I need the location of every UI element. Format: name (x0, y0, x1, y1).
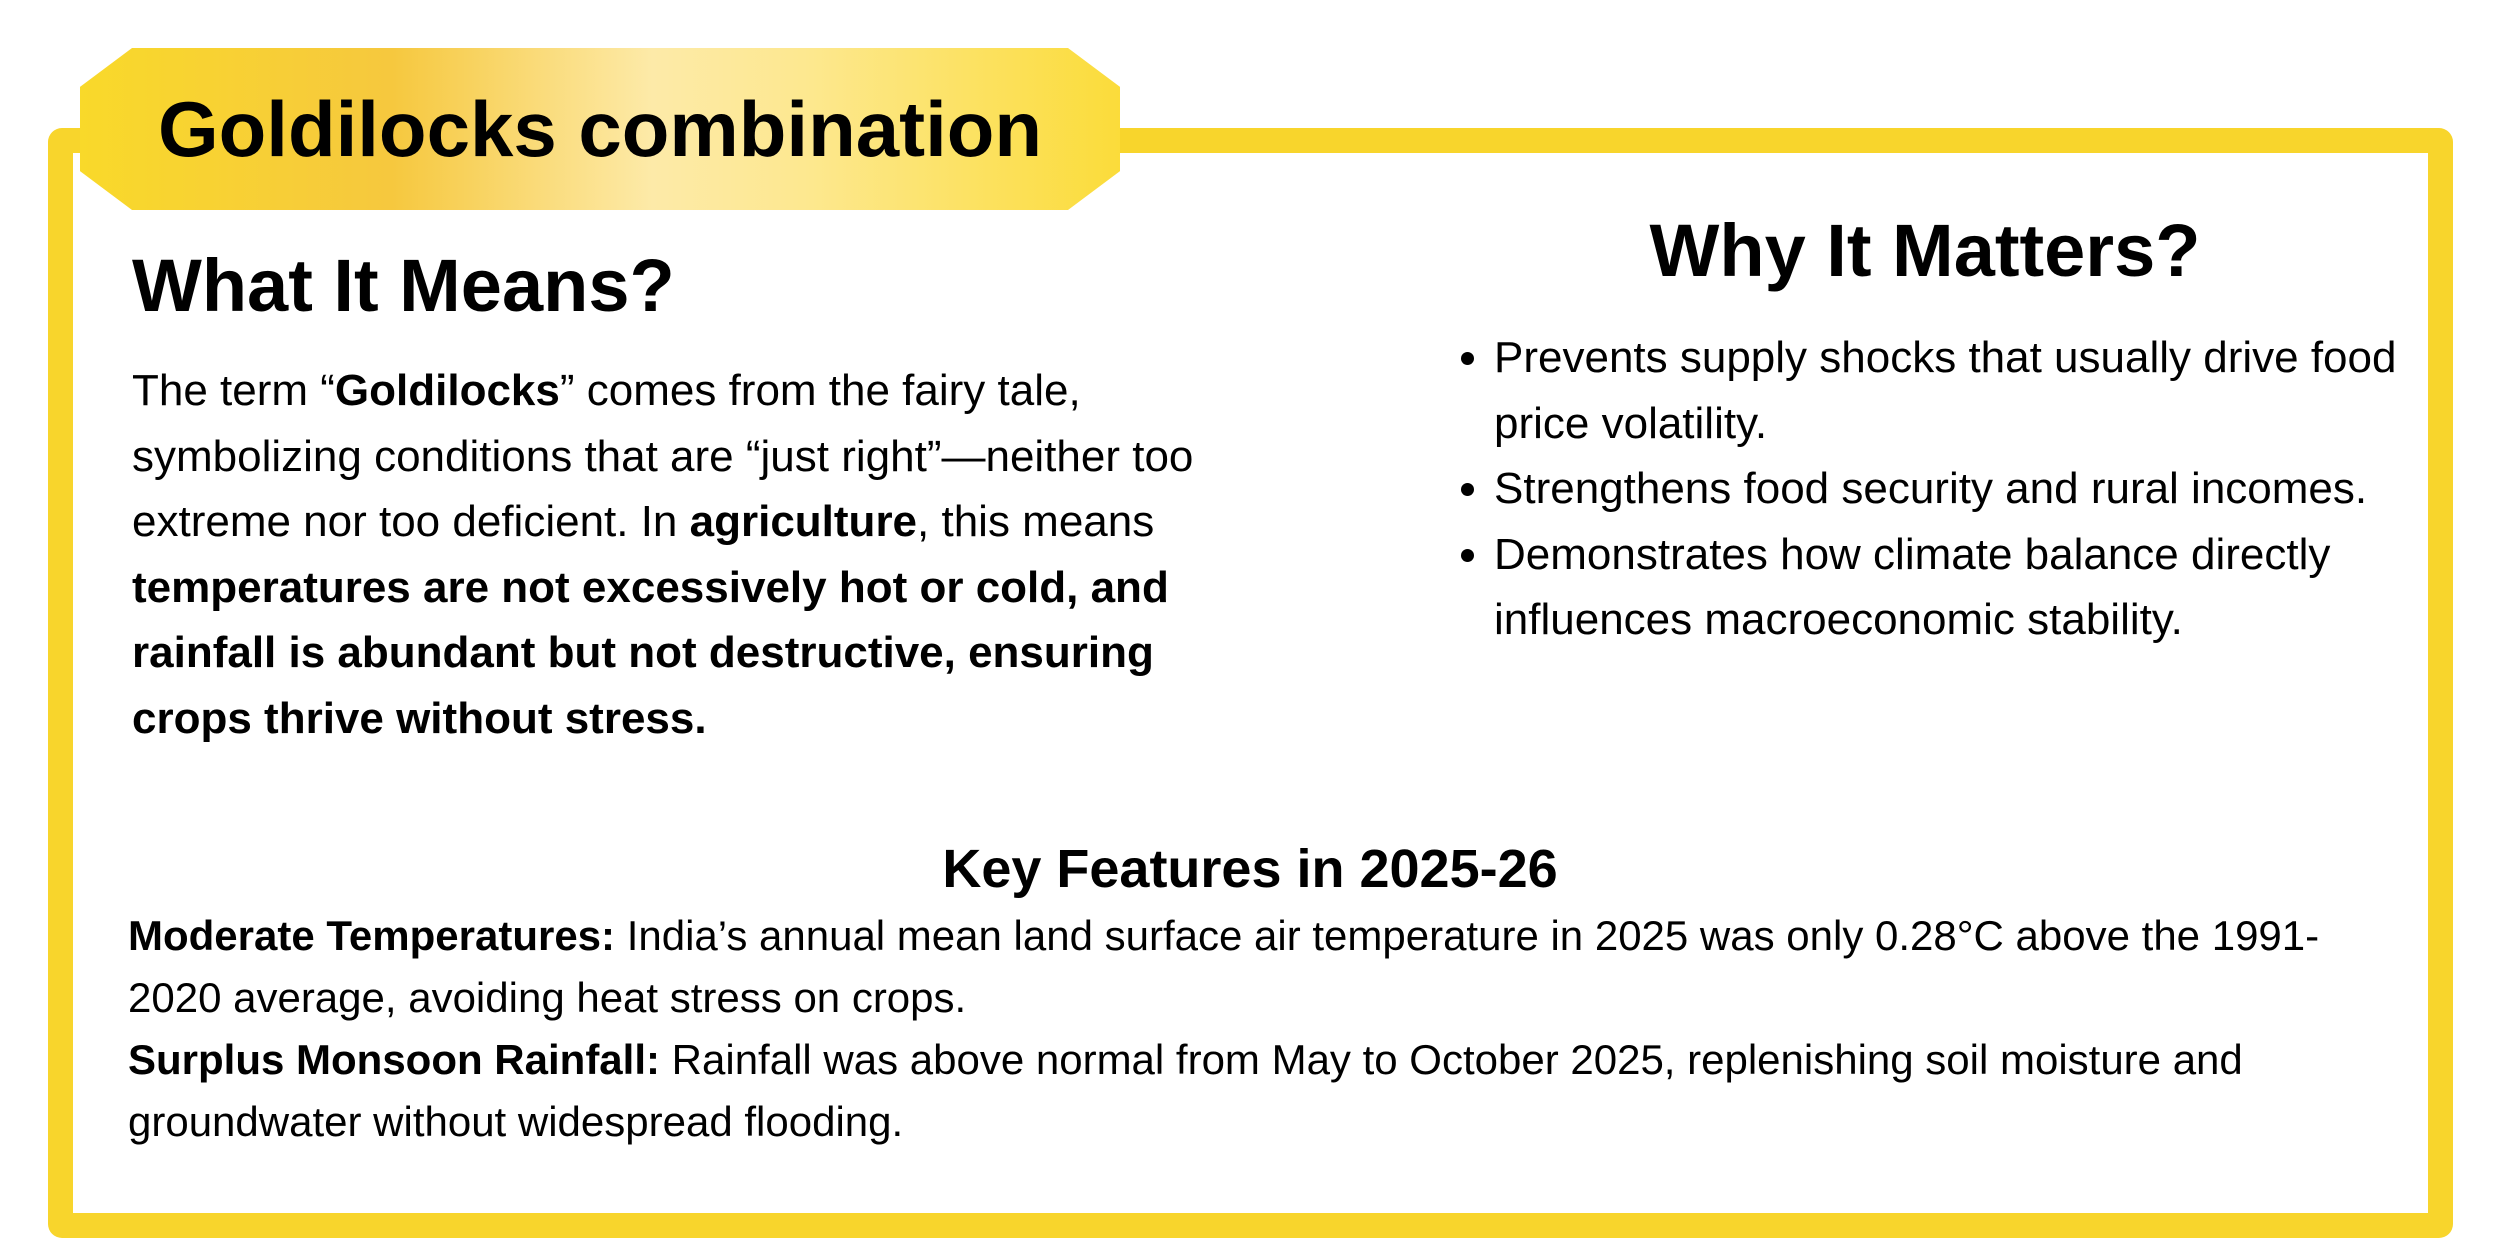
why-it-matters-heading: Why It Matters? (1649, 209, 2201, 292)
bold-text: agriculture (689, 497, 918, 546)
feature-label: Surplus Monsoon Rainfall: (128, 1036, 660, 1083)
text: , this means (917, 497, 1155, 546)
list-item: Strengthens food security and rural inco… (1494, 456, 2414, 522)
content-frame (48, 128, 2453, 1238)
key-feature-item: Moderate Temperatures: India’s annual me… (128, 905, 2388, 1029)
what-it-means-heading: What It Means? (132, 244, 675, 327)
why-it-matters-list: Prevents supply shocks that usually driv… (1440, 325, 2414, 653)
key-features-heading: Key Features in 2025-26 (942, 839, 1558, 899)
what-it-means-text: The term “Goldilocks” comes from the fai… (132, 358, 1252, 751)
feature-label: Moderate Temperatures: (128, 912, 616, 959)
list-item: Demonstrates how climate balance directl… (1494, 522, 2414, 653)
bold-text: temperatures are not excessively hot or … (132, 562, 1169, 743)
bold-text: Goldilocks (334, 366, 560, 415)
page-title: Goldilocks combination (157, 84, 1043, 173)
feature-text: India’s annual mean land surface air tem… (128, 912, 2320, 1021)
key-features: Moderate Temperatures: India’s annual me… (128, 905, 2388, 1153)
feature-text: Rainfall was above normal from May to Oc… (128, 1036, 2243, 1145)
text: The term “ (132, 366, 335, 415)
key-feature-item: Surplus Monsoon Rainfall: Rainfall was a… (128, 1029, 2388, 1153)
text: ” comes from the fairy tale, symbolizing… (132, 366, 1194, 546)
list-item: Prevents supply shocks that usually driv… (1494, 325, 2414, 456)
title-badge: Goldilocks combination (80, 48, 1120, 210)
